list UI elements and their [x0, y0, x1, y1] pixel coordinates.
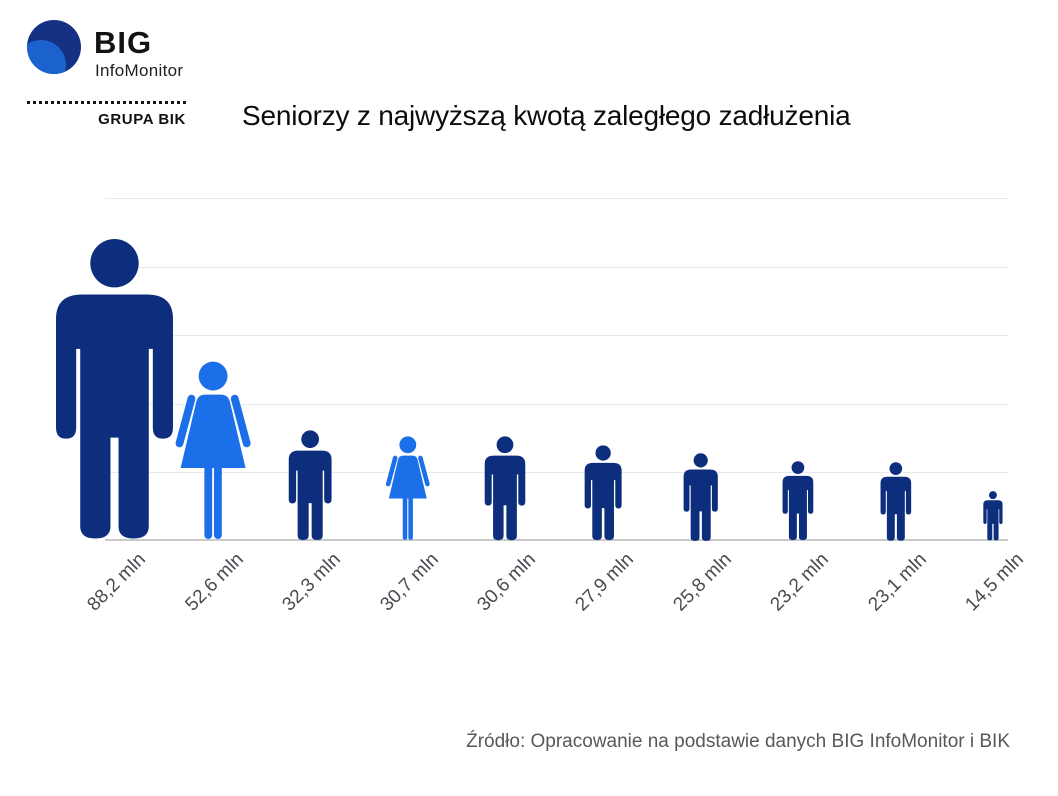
male-person-icon: [983, 491, 1003, 541]
value-label: 52,6 mln: [181, 549, 248, 616]
male-person-icon: [288, 430, 332, 541]
value-label: 30,7 mln: [376, 549, 443, 616]
chart-baseline: [105, 539, 1008, 541]
logo-infomonitor-text: InfoMonitor: [95, 61, 184, 80]
gridline: [105, 472, 1008, 474]
value-label: 25,8 mln: [669, 549, 736, 616]
gridline: [105, 198, 1008, 199]
male-person-icon: [584, 445, 622, 541]
male-person-icon: [683, 453, 718, 541]
value-label: 23,2 mln: [766, 549, 834, 616]
big-infomonitor-logo-icon: [27, 20, 81, 74]
chart-title: Seniorzy z najwyższą kwotą zaległego zad…: [242, 100, 851, 131]
female-person-icon: [174, 361, 252, 541]
male-person-icon: [880, 462, 912, 541]
male-person-icon: [782, 461, 814, 541]
value-label: 32,3 mln: [278, 549, 346, 616]
logo-grupa-bik-text: GRUPA BIK: [98, 111, 186, 128]
value-label: 30,6 mln: [473, 549, 541, 616]
chart-area: 88,2 mln 52,6 mln 32,3 mln 30,7 mln 30,6 mln…: [0, 198, 1058, 615]
gridline: [105, 266, 1008, 268]
logo-big-text: BIG: [94, 25, 153, 60]
female-person-icon: [385, 436, 431, 541]
gridline: [105, 335, 1008, 337]
male-person-icon: [484, 436, 526, 541]
value-label: 88,2 mln: [83, 549, 150, 616]
value-label: 14,5 mln: [961, 549, 1029, 616]
value-label: 27,9 mln: [571, 549, 638, 616]
logo-dotted-divider: [27, 101, 186, 104]
value-label: 23,1 mln: [864, 549, 931, 616]
source-note: Źródło: Opracowanie na podstawie danych …: [466, 731, 1010, 752]
gridline: [105, 403, 1008, 405]
male-person-icon: [54, 238, 175, 541]
